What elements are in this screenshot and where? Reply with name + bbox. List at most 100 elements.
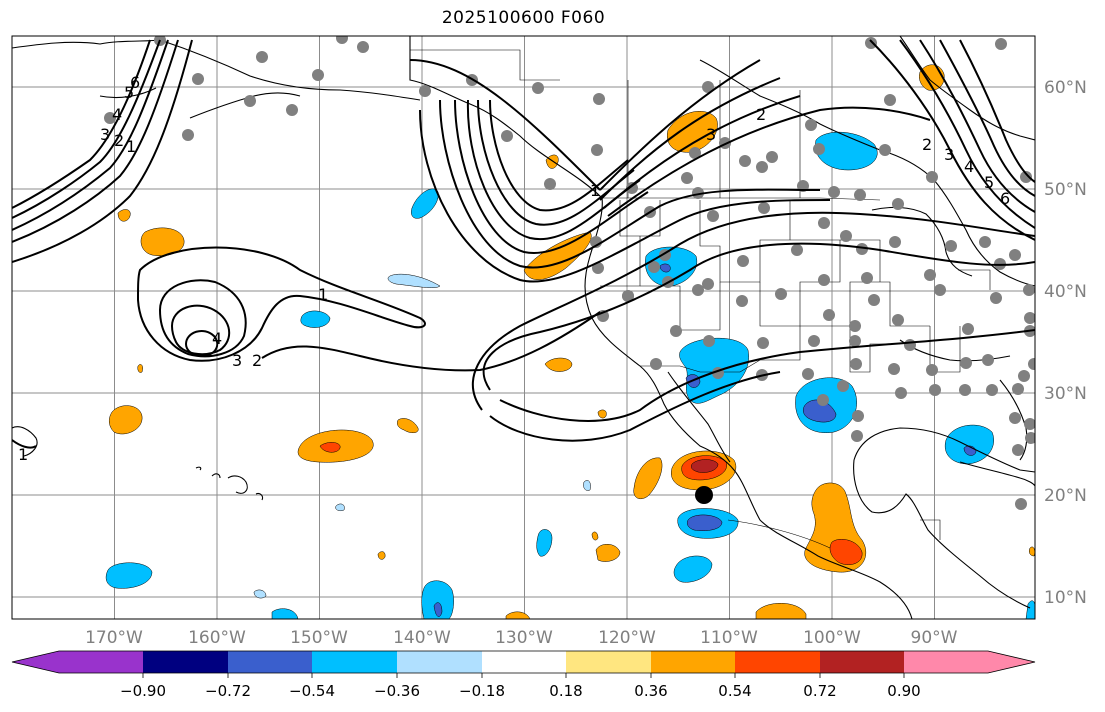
graticule [12,36,1035,619]
positive-anomaly [633,457,663,499]
colorbar-outline [11,650,1036,674]
colorbar-label: −0.72 [205,682,251,700]
shaded-anomalies [105,64,1035,619]
contour-label: 3 [944,145,954,164]
positive-anomaly [117,209,131,222]
contour-label: 2 [922,135,932,154]
station-markers [104,36,1035,510]
negative-anomaly [1025,600,1035,619]
weak-negative-anomaly [253,589,267,599]
negative-anomaly [536,529,553,557]
positive-anomaly [597,409,607,419]
contour-label: 1 [318,285,328,304]
colorbar-segment [566,651,651,673]
colorbar-label: −0.18 [459,682,505,700]
positive-anomaly [377,551,386,560]
contour-labels: 1 2 3 4 1 2 3 4 5 6 1 2 3 2 3 4 5 6 1 [18,73,1010,464]
lon-label: 130°W [495,628,553,648]
colorbar-segment [397,651,482,673]
positive-anomaly [505,611,531,619]
lon-label: 140°W [393,628,451,648]
lat-label: 20°N [1044,486,1087,506]
contour-label: 6 [1000,189,1010,208]
positive-anomaly [137,364,143,373]
negative-anomaly [815,131,878,171]
negative-anomaly [944,424,994,465]
contour-label: 3 [100,125,110,144]
weak-negative-anomaly [387,273,441,288]
lat-label: 50°N [1044,180,1087,200]
contour-label: 1 [590,181,600,200]
colorbar-label: −0.54 [289,682,335,700]
positive-anomaly [755,603,807,619]
negative-anomaly [421,580,454,619]
positive-anomaly [545,154,559,169]
negative-anomaly [105,562,153,589]
contour-label: 4 [964,157,974,176]
colorbar-segment [312,651,397,673]
colorbar-segment [735,651,820,673]
colorbar-ticks [142,673,905,678]
lat-label: 10°N [1044,588,1087,608]
colorbar-segment [143,651,228,673]
storm-center-marker [695,486,713,504]
weak-negative-anomaly [583,480,591,491]
very-strong-positive-anomaly [691,459,719,473]
contour-label: 4 [112,105,122,124]
colorbar-segment [904,651,1035,673]
contour-label: 3 [706,125,716,144]
colorbar-label: −0.36 [374,682,420,700]
moderate-negative-anomaly [659,263,671,273]
colorbar-segment [651,651,735,673]
lon-label: 160°W [188,628,246,648]
contour-lines [12,39,1035,449]
latitude-labels: 60°N 50°N 40°N 30°N 20°N 10°N [1044,78,1087,608]
moderate-negative-anomaly [433,602,443,617]
lon-label: 150°W [290,628,348,648]
colorbar: −0.90 −0.72 −0.54 −0.36 −0.18 0.18 0.36 … [11,650,1036,700]
coastlines [12,36,1035,619]
positive-anomaly [109,405,143,435]
colorbar-segment [482,651,566,673]
lon-label: 110°W [700,628,758,648]
negative-anomaly [300,310,331,328]
map-content: 1 2 3 4 1 2 3 4 5 6 1 2 3 2 3 4 5 6 1 [12,36,1035,619]
contour-label: 5 [124,83,134,102]
contour-label: 2 [756,105,766,124]
contour-label: 3 [232,351,242,370]
contour-label: 2 [114,131,124,150]
colorbar-label: 0.90 [887,682,920,700]
contour-label: 4 [212,329,222,348]
negative-anomaly [673,555,713,583]
positive-anomaly [595,544,621,562]
lat-label: 30°N [1044,384,1087,404]
longitude-labels: 170°W 160°W 150°W 140°W 130°W 120°W 110°… [85,628,958,648]
lat-label: 60°N [1044,78,1087,98]
colorbar-label: 0.72 [803,682,836,700]
lon-label: 90°W [911,628,958,648]
colorbar-label: 0.36 [634,682,667,700]
lon-label: 170°W [85,628,143,648]
contour-label: 2 [252,351,262,370]
strong-positive-anomaly [829,539,863,565]
colorbar-segment [228,651,312,673]
negative-anomaly [411,188,439,219]
positive-anomaly [397,418,419,433]
negative-anomaly [271,608,299,619]
positive-anomaly [666,111,718,153]
lon-label: 100°W [803,628,861,648]
moderate-negative-anomaly [687,514,723,531]
contour-label: 5 [984,173,994,192]
positive-anomaly [591,531,599,541]
colorbar-label: 0.54 [718,682,751,700]
positive-anomaly [1028,546,1035,557]
strong-positive-anomaly [319,442,341,453]
map-frame [11,35,1036,620]
contour-label: 6 [130,73,140,92]
weak-negative-anomaly [335,503,345,512]
contour-label: 1 [18,445,28,464]
page-title: 2025100600 F060 [441,8,606,28]
lat-label: 40°N [1044,282,1087,302]
positive-anomaly [544,357,573,372]
